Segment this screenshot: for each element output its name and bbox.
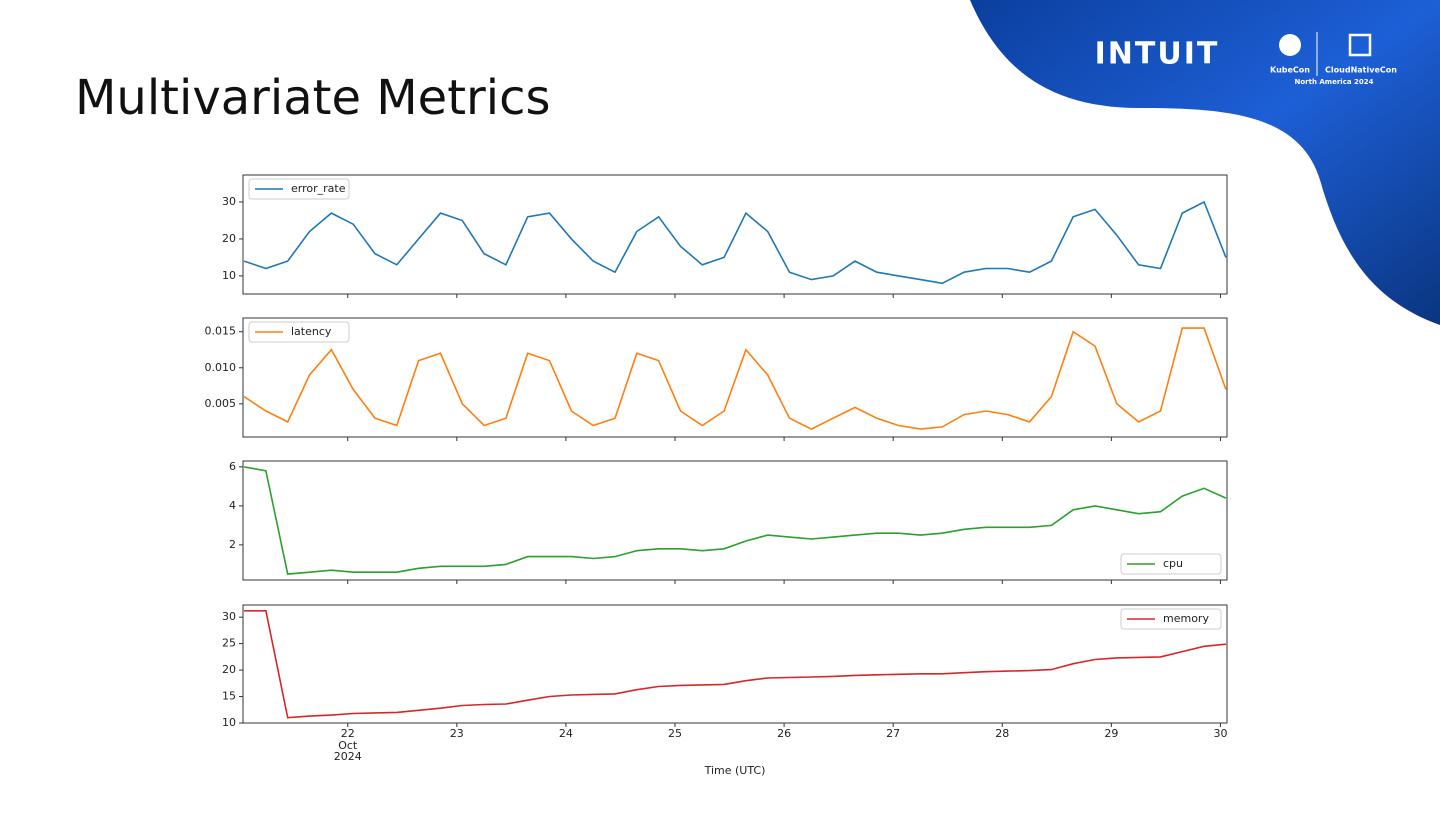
x-tick-label: 22 [341,727,355,740]
event-name: KubeCon [1270,66,1310,75]
cncf-icon [1348,33,1372,57]
brand-shape [970,0,1440,325]
event-name: CloudNativeCon [1325,66,1397,75]
plot-frame [242,604,1228,724]
series-line [243,200,1227,285]
legend-box [1120,608,1222,630]
plot-frame [242,317,1228,438]
y-tick-label: 20 [222,663,236,676]
x-tick-label: 28 [995,727,1009,740]
brand-logo: INTUIT [1095,37,1220,72]
legend-label: cpu [1163,557,1183,570]
y-tick-label: 10 [222,269,236,282]
x-tick-sublabel: 2024 [334,750,362,763]
y-tick-label: 0.005 [205,397,237,410]
x-axis-label: Time (UTC) [704,764,766,777]
slide-title: Multivariate Metrics [75,70,550,126]
y-tick-label: 15 [222,690,236,703]
legend-label: latency [291,325,332,338]
x-tick-label: 27 [886,727,900,740]
y-tick-label: 20 [222,232,236,245]
legend-label: memory [1163,612,1209,625]
legend-box [248,321,350,343]
y-tick-label: 30 [222,610,236,623]
x-tick-label: 29 [1104,727,1118,740]
y-tick-label: 25 [222,637,236,650]
y-tick-label: 2 [229,538,236,551]
legend-box [1120,553,1222,575]
x-tick-label: 25 [668,727,682,740]
y-tick-label: 30 [222,195,236,208]
y-tick-label: 10 [222,716,236,729]
legend-label: error_rate [291,182,346,195]
kubecon-icon [1279,34,1301,56]
x-tick-label: 26 [777,727,791,740]
y-tick-label: 0.015 [205,325,237,338]
x-tick-sublabel: Oct [338,739,358,752]
x-tick-label: 24 [559,727,573,740]
x-tick-label: 30 [1213,727,1227,740]
event-subtitle: North America 2024 [1295,78,1374,86]
y-tick-label: 6 [229,460,236,473]
series-line [243,327,1227,430]
plot-frame [242,460,1228,581]
series-line [244,610,1226,719]
x-tick-label: 23 [450,727,464,740]
legend-box [248,178,350,200]
series-line [243,466,1227,575]
y-tick-label: 0.010 [205,361,237,374]
y-tick-label: 4 [229,499,236,512]
